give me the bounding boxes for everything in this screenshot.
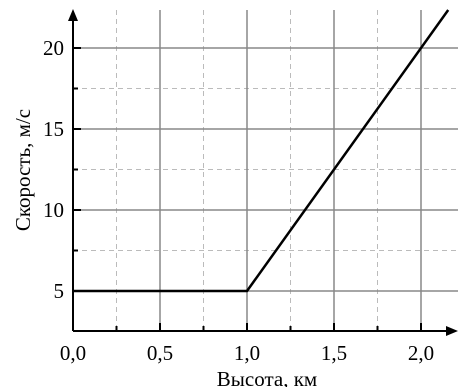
axes	[68, 9, 458, 336]
x-tick-label: 0,0	[60, 341, 86, 365]
x-tick-label: 1,5	[321, 341, 347, 365]
y-tick-label: 15	[43, 117, 64, 141]
x-tick-label: 2,0	[408, 341, 434, 365]
x-axis-arrow	[446, 326, 458, 336]
x-tick-label: 1,0	[234, 341, 260, 365]
series-layer	[73, 9, 450, 293]
y-axis-title: Скорость, м/с	[11, 109, 35, 231]
x-tick-label: 0,5	[147, 341, 173, 365]
x-axis-title: Высота, км	[217, 367, 317, 387]
y-axis-arrow	[68, 9, 78, 21]
tick-labels: 0,0 0,5 1,0 1,5 2,0 5 10 15 20	[43, 36, 434, 365]
series-line	[73, 9, 450, 293]
y-tick-label: 20	[43, 36, 64, 60]
y-tick-label: 10	[43, 198, 64, 222]
y-tick-label: 5	[54, 279, 65, 303]
grid	[73, 10, 458, 331]
